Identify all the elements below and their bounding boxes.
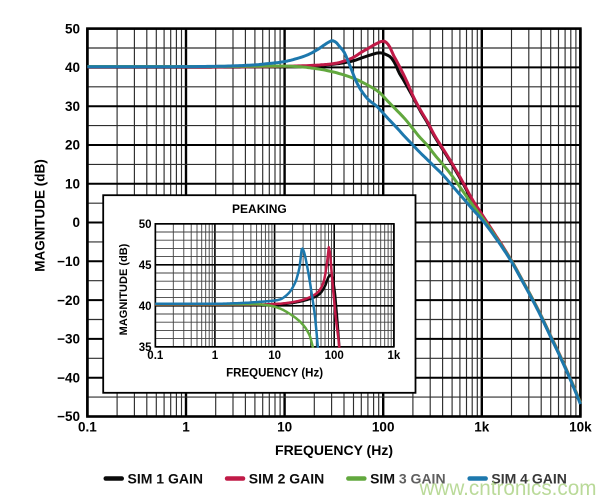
- svg-text:MAGNITUDE (dB): MAGNITUDE (dB): [33, 159, 48, 271]
- svg-text:40: 40: [139, 301, 152, 313]
- svg-text:50: 50: [65, 21, 80, 36]
- svg-text:SIM 4 GAIN: SIM 4 GAIN: [491, 470, 566, 486]
- svg-text:35: 35: [139, 342, 152, 354]
- svg-text:SIM 2 GAIN: SIM 2 GAIN: [249, 470, 324, 486]
- svg-text:−30: −30: [57, 332, 80, 347]
- svg-text:0.1: 0.1: [147, 350, 164, 362]
- svg-text:FREQUENCY (Hz): FREQUENCY (Hz): [226, 368, 323, 380]
- svg-text:20: 20: [65, 138, 80, 153]
- svg-text:1k: 1k: [474, 420, 490, 435]
- svg-text:100: 100: [325, 350, 344, 362]
- svg-text:50: 50: [139, 219, 152, 231]
- svg-text:0.1: 0.1: [78, 420, 97, 435]
- svg-text:−10: −10: [57, 254, 80, 269]
- svg-text:www.cntronics.com: www.cntronics.com: [419, 476, 597, 500]
- svg-text:45: 45: [139, 260, 152, 272]
- svg-text:PEAKING: PEAKING: [232, 202, 287, 216]
- svg-text:FREQUENCY (Hz): FREQUENCY (Hz): [275, 442, 393, 458]
- svg-text:SIM 1 GAIN: SIM 1 GAIN: [128, 470, 203, 486]
- svg-text:30: 30: [65, 99, 80, 114]
- svg-text:40: 40: [65, 60, 80, 75]
- svg-text:10: 10: [277, 420, 292, 435]
- svg-text:1: 1: [182, 420, 190, 435]
- svg-text:10: 10: [268, 350, 281, 362]
- svg-text:SIM 3 GAIN: SIM 3 GAIN: [370, 470, 445, 486]
- svg-text:MAGNITUDE (dB): MAGNITUDE (dB): [118, 243, 130, 335]
- svg-text:10: 10: [65, 177, 80, 192]
- svg-text:−50: −50: [57, 409, 80, 424]
- svg-text:10k: 10k: [569, 420, 592, 435]
- svg-text:0: 0: [72, 215, 80, 230]
- svg-text:−20: −20: [57, 293, 80, 308]
- svg-text:1k: 1k: [388, 350, 401, 362]
- svg-text:1: 1: [212, 350, 219, 362]
- svg-text:100: 100: [372, 420, 395, 435]
- svg-text:−40: −40: [57, 370, 80, 385]
